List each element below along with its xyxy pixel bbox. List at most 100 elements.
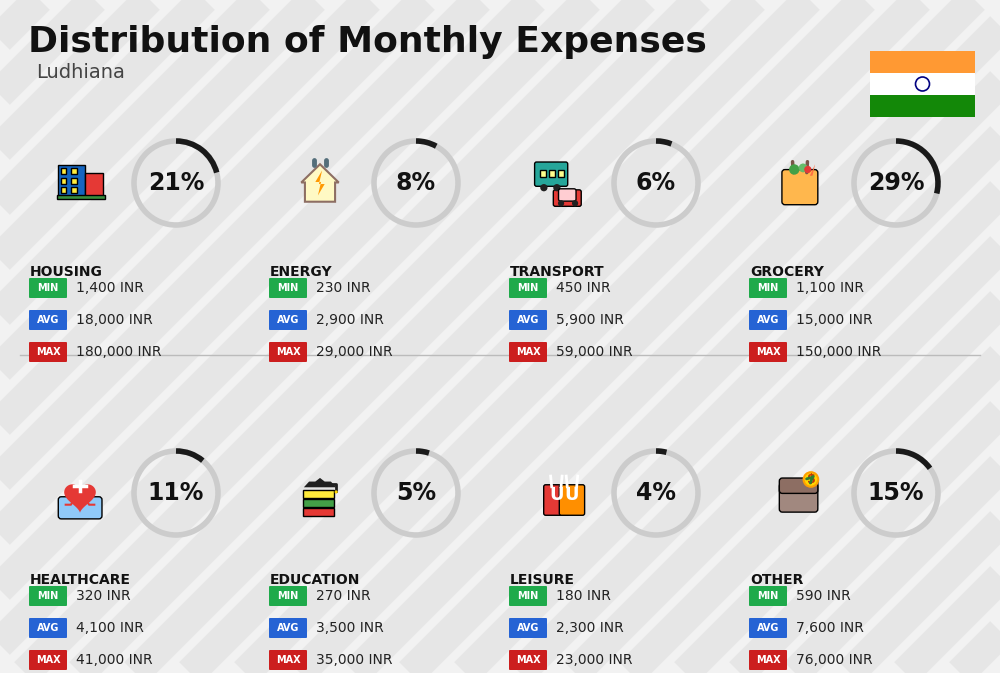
Text: 150,000 INR: 150,000 INR <box>796 345 881 359</box>
FancyBboxPatch shape <box>29 586 67 606</box>
Text: TRANSPORT: TRANSPORT <box>510 265 605 279</box>
Text: MIN: MIN <box>277 591 299 601</box>
Text: MIN: MIN <box>37 283 59 293</box>
Text: 1,100 INR: 1,100 INR <box>796 281 864 295</box>
FancyBboxPatch shape <box>58 165 85 197</box>
Text: 320 INR: 320 INR <box>76 589 131 603</box>
Text: MAX: MAX <box>756 655 780 665</box>
Text: MIN: MIN <box>37 591 59 601</box>
Text: 180 INR: 180 INR <box>556 589 611 603</box>
Text: U: U <box>565 486 579 504</box>
Circle shape <box>553 184 561 191</box>
FancyBboxPatch shape <box>782 170 818 205</box>
Circle shape <box>799 164 808 172</box>
Text: 230 INR: 230 INR <box>316 281 371 295</box>
FancyBboxPatch shape <box>60 168 66 174</box>
Text: 8%: 8% <box>396 171 436 195</box>
Text: 5,900 INR: 5,900 INR <box>556 313 624 327</box>
FancyBboxPatch shape <box>60 178 66 184</box>
Text: 29,000 INR: 29,000 INR <box>316 345 393 359</box>
Text: MAX: MAX <box>276 655 300 665</box>
Circle shape <box>804 166 811 173</box>
FancyBboxPatch shape <box>870 95 975 117</box>
Text: MIN: MIN <box>517 591 539 601</box>
FancyBboxPatch shape <box>71 178 77 184</box>
Text: U: U <box>549 486 564 504</box>
FancyBboxPatch shape <box>29 278 67 298</box>
FancyBboxPatch shape <box>269 342 307 362</box>
Text: 35,000 INR: 35,000 INR <box>316 653 392 667</box>
Text: EDUCATION: EDUCATION <box>270 573 360 587</box>
Text: 4,100 INR: 4,100 INR <box>76 621 144 635</box>
Text: 2,300 INR: 2,300 INR <box>556 621 624 635</box>
Text: AVG: AVG <box>37 623 59 633</box>
Text: HOUSING: HOUSING <box>30 265 103 279</box>
Text: 18,000 INR: 18,000 INR <box>76 313 153 327</box>
Text: AVG: AVG <box>517 315 539 325</box>
FancyBboxPatch shape <box>749 586 787 606</box>
Text: 590 INR: 590 INR <box>796 589 851 603</box>
Text: 2,900 INR: 2,900 INR <box>316 313 384 327</box>
FancyBboxPatch shape <box>269 310 307 330</box>
FancyBboxPatch shape <box>549 170 555 177</box>
FancyBboxPatch shape <box>29 342 67 362</box>
FancyBboxPatch shape <box>60 187 66 193</box>
Text: 59,000 INR: 59,000 INR <box>556 345 633 359</box>
FancyBboxPatch shape <box>544 485 569 516</box>
FancyBboxPatch shape <box>540 170 546 177</box>
Text: MIN: MIN <box>757 283 779 293</box>
Text: 11%: 11% <box>148 481 204 505</box>
FancyBboxPatch shape <box>71 168 77 174</box>
Text: MAX: MAX <box>516 655 540 665</box>
Circle shape <box>804 472 818 487</box>
Text: MAX: MAX <box>516 347 540 357</box>
Text: AVG: AVG <box>277 623 299 633</box>
Text: 3,500 INR: 3,500 INR <box>316 621 384 635</box>
Polygon shape <box>315 478 325 485</box>
FancyBboxPatch shape <box>779 483 818 512</box>
Text: 23,000 INR: 23,000 INR <box>556 653 633 667</box>
Polygon shape <box>315 170 325 195</box>
FancyBboxPatch shape <box>303 499 334 507</box>
Text: AVG: AVG <box>757 623 779 633</box>
FancyBboxPatch shape <box>509 278 547 298</box>
FancyBboxPatch shape <box>870 51 975 73</box>
Text: 76,000 INR: 76,000 INR <box>796 653 873 667</box>
FancyBboxPatch shape <box>509 310 547 330</box>
Text: MIN: MIN <box>277 283 299 293</box>
FancyBboxPatch shape <box>509 650 547 670</box>
Text: AVG: AVG <box>277 315 299 325</box>
Text: 15,000 INR: 15,000 INR <box>796 313 873 327</box>
Text: HEALTHCARE: HEALTHCARE <box>30 573 131 587</box>
Text: MIN: MIN <box>517 283 539 293</box>
FancyBboxPatch shape <box>870 73 975 95</box>
FancyBboxPatch shape <box>559 485 585 516</box>
Circle shape <box>572 200 578 207</box>
FancyBboxPatch shape <box>749 310 787 330</box>
Text: AVG: AVG <box>757 315 779 325</box>
Text: Distribution of Monthly Expenses: Distribution of Monthly Expenses <box>28 25 707 59</box>
FancyBboxPatch shape <box>29 618 67 638</box>
FancyBboxPatch shape <box>303 490 334 497</box>
FancyBboxPatch shape <box>269 650 307 670</box>
Text: OTHER: OTHER <box>750 573 803 587</box>
FancyBboxPatch shape <box>749 618 787 638</box>
Circle shape <box>558 200 564 207</box>
Text: GROCERY: GROCERY <box>750 265 824 279</box>
FancyBboxPatch shape <box>553 190 581 207</box>
Text: 4%: 4% <box>636 481 676 505</box>
FancyBboxPatch shape <box>509 618 547 638</box>
Text: LEISURE: LEISURE <box>510 573 575 587</box>
Text: 1,400 INR: 1,400 INR <box>76 281 144 295</box>
Polygon shape <box>304 482 336 487</box>
Text: 7,600 INR: 7,600 INR <box>796 621 864 635</box>
Text: 15%: 15% <box>868 481 924 505</box>
Text: MAX: MAX <box>276 347 300 357</box>
FancyBboxPatch shape <box>29 310 67 330</box>
FancyBboxPatch shape <box>535 162 568 186</box>
Text: 21%: 21% <box>148 171 204 195</box>
Polygon shape <box>64 485 96 513</box>
FancyBboxPatch shape <box>303 508 334 516</box>
Text: MAX: MAX <box>36 347 60 357</box>
Text: 41,000 INR: 41,000 INR <box>76 653 153 667</box>
